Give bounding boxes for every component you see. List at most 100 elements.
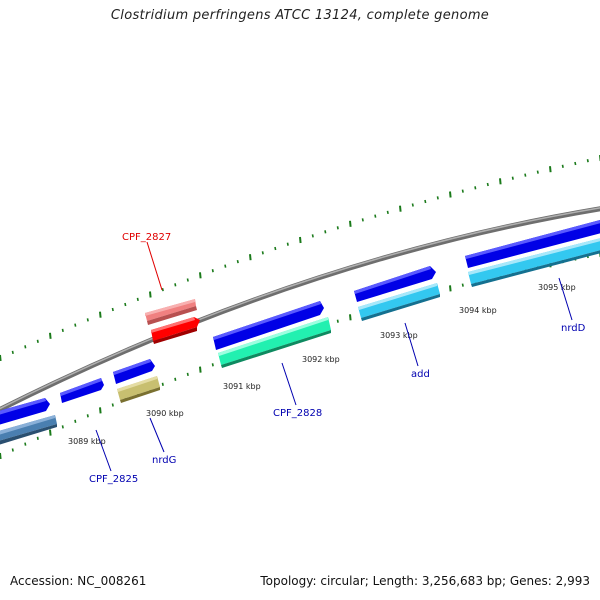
gc-tick	[186, 278, 189, 282]
leader-line	[404, 322, 419, 367]
gc-tick	[461, 189, 464, 193]
gc-tick	[124, 302, 127, 307]
tick-label: 3094 kbp	[459, 306, 497, 315]
gc-tick	[486, 182, 489, 187]
gene-arrow-cds[interactable]	[0, 398, 50, 426]
feature-aqua[interactable]	[218, 317, 331, 368]
gc-tick	[324, 230, 327, 234]
accession-label: Accession: NC_008261	[10, 574, 147, 588]
feature-red[interactable]	[151, 317, 200, 344]
gc-tick	[24, 345, 27, 349]
genome-backbone-highlight	[0, 207, 600, 410]
gc-tick	[24, 442, 27, 446]
gc-tick	[86, 318, 89, 322]
gc-tick	[161, 382, 164, 386]
gene-label[interactable]: CPF_2825	[89, 474, 138, 485]
gc-tick	[274, 246, 277, 251]
gc-tick	[74, 323, 77, 327]
gc-tick	[99, 311, 102, 318]
gc-tick	[61, 328, 64, 333]
gc-tick	[199, 366, 202, 373]
tick-label: 3095 kbp	[538, 283, 576, 292]
gc-tick	[374, 214, 377, 218]
gc-tick	[199, 272, 202, 279]
gc-tick	[224, 264, 227, 268]
gene-arrow-cds[interactable]	[465, 220, 600, 268]
feature-olive[interactable]	[117, 376, 160, 403]
gc-tick	[36, 339, 39, 343]
leader-line	[146, 241, 163, 291]
gc-tick	[474, 186, 477, 190]
gc-tick	[99, 407, 102, 414]
map-title: Clostridium perfringens ATCC 13124, comp…	[110, 8, 490, 23]
gc-tick	[236, 259, 239, 264]
gc-tick	[249, 254, 252, 261]
gc-tick	[436, 196, 439, 200]
gc-tick	[86, 414, 89, 418]
gene-arrow-cds[interactable]	[354, 266, 436, 302]
gc-tick	[174, 377, 177, 381]
gene-label[interactable]: CPF_2828	[273, 408, 322, 419]
gc-tick	[586, 159, 589, 163]
gc-tick	[511, 176, 514, 180]
gc-tick	[286, 242, 289, 246]
gene-label[interactable]: CPF_2827	[122, 232, 171, 243]
gc-tick	[0, 354, 2, 362]
gene-arrow-cds[interactable]	[60, 378, 104, 403]
gc-tick	[36, 436, 39, 440]
gc-tick	[349, 220, 352, 227]
gc-tick	[174, 283, 177, 287]
gc-tick	[111, 403, 114, 407]
gc-ticks-upper	[0, 155, 600, 362]
gc-tick	[574, 161, 577, 166]
gc-tick	[74, 419, 77, 423]
feature-sky[interactable]	[358, 283, 440, 321]
gc-tick	[61, 425, 64, 429]
gc-tick	[299, 236, 302, 244]
gc-tick	[561, 164, 564, 168]
gc-tick	[449, 285, 452, 292]
tick-label: 3091 kbp	[223, 382, 261, 391]
gene-label[interactable]: nrdG	[152, 455, 176, 466]
gene-label[interactable]: nrdD	[561, 323, 586, 334]
gc-tick	[186, 372, 189, 377]
gc-tick	[336, 226, 339, 230]
gc-tick	[499, 178, 502, 185]
gc-tick	[311, 234, 314, 238]
gene-arrow-cds[interactable]	[213, 301, 324, 350]
tick-label: 3092 kbp	[302, 355, 340, 364]
leader-line	[558, 277, 573, 321]
leader-line	[95, 429, 112, 472]
gc-tick	[411, 203, 414, 207]
leader-line	[149, 417, 165, 453]
gc-tick	[524, 173, 527, 177]
gc-tick	[136, 297, 139, 302]
gc-tick	[261, 251, 264, 255]
gc-tick	[49, 332, 52, 339]
gc-tick	[11, 448, 14, 452]
gc-tick	[49, 429, 52, 436]
gc-tick	[149, 291, 152, 298]
gc-tick	[536, 170, 539, 174]
gc-tick	[211, 269, 214, 273]
genome-summary: Topology: circular; Length: 3,256,683 bp…	[260, 574, 590, 588]
feature-steel[interactable]	[0, 415, 57, 446]
gc-tick	[161, 287, 164, 292]
gc-tick	[399, 205, 402, 212]
gc-tick	[461, 283, 464, 287]
tick-label: 3093 kbp	[380, 331, 418, 340]
gene-label[interactable]: add	[411, 369, 430, 380]
gc-tick	[11, 350, 14, 355]
feature-sky[interactable]	[468, 237, 600, 287]
genome-backbone	[0, 206, 600, 413]
gc-tick	[549, 166, 552, 173]
gene-arrow-cds[interactable]	[113, 359, 155, 384]
tick-label: 3090 kbp	[146, 409, 184, 418]
leader-line	[281, 362, 297, 406]
feature-pink[interactable]	[145, 299, 197, 325]
gc-tick	[449, 191, 452, 198]
gc-tick	[211, 363, 214, 367]
gc-tick	[336, 319, 339, 323]
gc-tick	[424, 199, 427, 204]
